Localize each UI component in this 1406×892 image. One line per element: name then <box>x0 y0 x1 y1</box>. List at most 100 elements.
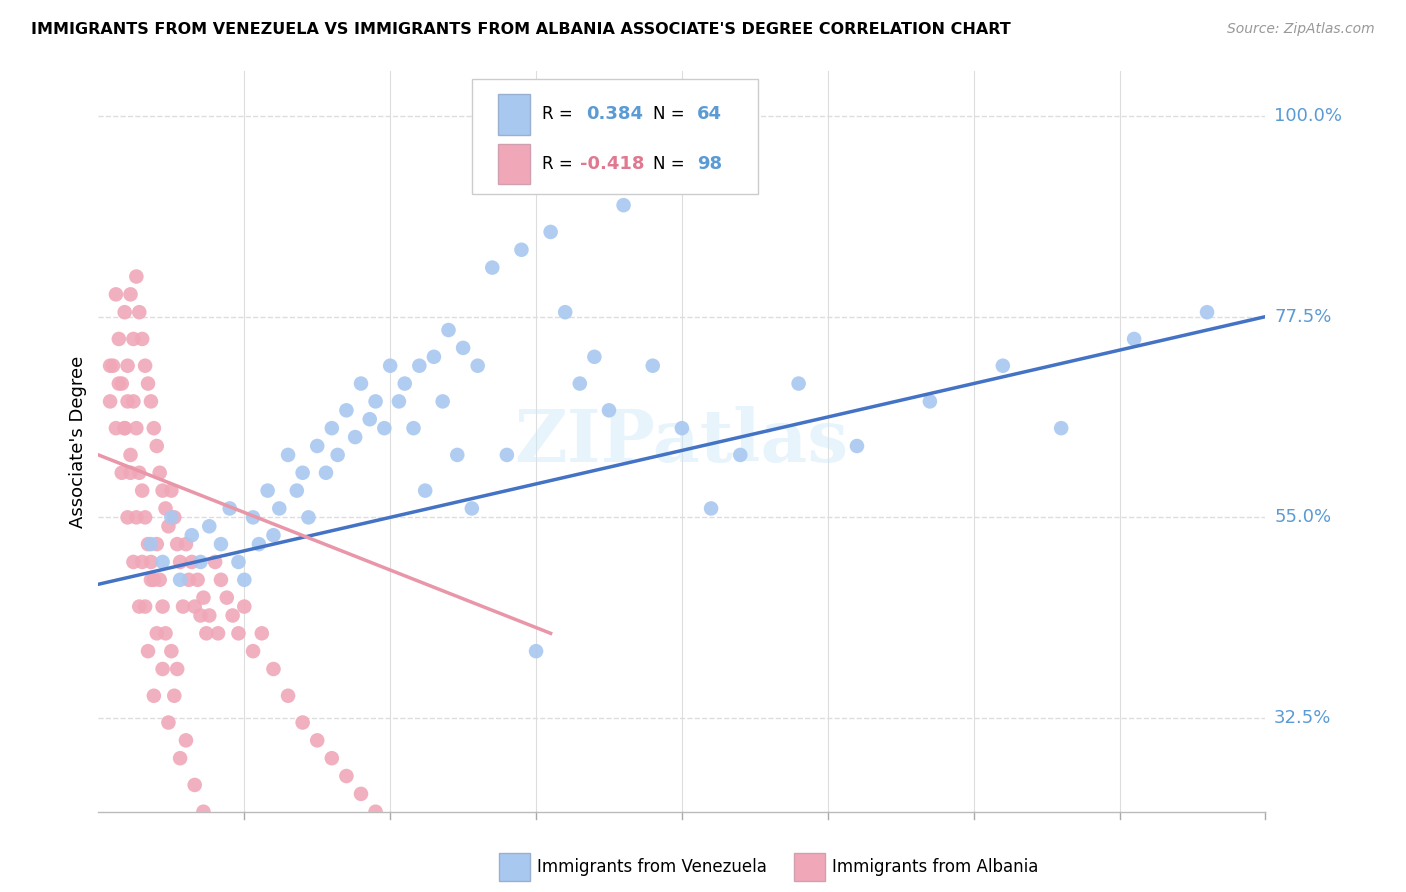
Point <box>388 394 411 409</box>
Point <box>641 359 664 373</box>
Point <box>598 403 620 417</box>
Point <box>297 510 319 524</box>
Point <box>326 448 349 462</box>
Point <box>209 573 232 587</box>
Point <box>437 867 460 881</box>
Point <box>142 421 165 435</box>
Point <box>155 626 177 640</box>
Point <box>350 376 373 391</box>
Point <box>114 421 136 435</box>
Point <box>918 394 941 409</box>
Point <box>108 332 131 346</box>
Text: N =: N = <box>652 105 689 123</box>
Point <box>568 376 591 391</box>
Point <box>432 394 454 409</box>
Text: Immigrants from Albania: Immigrants from Albania <box>832 858 1039 876</box>
Point <box>510 243 533 257</box>
Point <box>101 359 124 373</box>
Point <box>228 555 250 569</box>
Point <box>174 537 197 551</box>
Point <box>120 466 142 480</box>
Point <box>120 287 142 301</box>
Point <box>139 555 162 569</box>
Point <box>335 403 357 417</box>
Text: -0.418: -0.418 <box>581 155 645 173</box>
Point <box>524 644 547 658</box>
Text: R =: R = <box>541 155 578 173</box>
Point <box>380 822 402 837</box>
Point <box>142 689 165 703</box>
Text: IMMIGRANTS FROM VENEZUELA VS IMMIGRANTS FROM ALBANIA ASSOCIATE'S DEGREE CORRELAT: IMMIGRANTS FROM VENEZUELA VS IMMIGRANTS … <box>31 22 1011 37</box>
Point <box>190 555 212 569</box>
Text: 55.0%: 55.0% <box>1274 508 1331 526</box>
Point <box>461 501 484 516</box>
Point <box>467 359 489 373</box>
Point <box>177 573 200 587</box>
Point <box>190 608 212 623</box>
Point <box>128 599 150 614</box>
Point <box>269 501 291 516</box>
Point <box>122 332 145 346</box>
Point <box>204 555 226 569</box>
Point <box>233 599 256 614</box>
Point <box>139 537 162 551</box>
Point <box>120 448 142 462</box>
Text: 98: 98 <box>697 155 723 173</box>
Point <box>98 394 121 409</box>
Point <box>344 430 367 444</box>
Point <box>131 483 153 498</box>
Point <box>787 376 810 391</box>
Point <box>125 269 148 284</box>
Point <box>540 225 562 239</box>
Point <box>359 412 381 426</box>
Point <box>149 466 172 480</box>
Point <box>152 483 174 498</box>
Point <box>139 394 162 409</box>
Point <box>671 421 693 435</box>
Point <box>198 608 221 623</box>
FancyBboxPatch shape <box>498 94 530 135</box>
Point <box>291 466 314 480</box>
FancyBboxPatch shape <box>472 78 758 194</box>
Point <box>160 510 183 524</box>
Point <box>408 840 430 855</box>
Point <box>408 359 430 373</box>
Point <box>262 662 284 676</box>
Point <box>1123 332 1146 346</box>
Point <box>846 439 869 453</box>
Point <box>193 805 215 819</box>
Point <box>277 448 299 462</box>
Text: 100.0%: 100.0% <box>1274 107 1343 125</box>
Point <box>149 573 172 587</box>
Point <box>204 822 226 837</box>
Point <box>195 626 218 640</box>
Point <box>315 466 337 480</box>
Point <box>131 555 153 569</box>
Point <box>437 323 460 337</box>
Point <box>242 510 264 524</box>
Point <box>380 359 402 373</box>
Point <box>250 626 273 640</box>
Point <box>134 599 156 614</box>
Point <box>117 510 139 524</box>
Point <box>117 394 139 409</box>
Point <box>1195 305 1218 319</box>
Point <box>446 448 468 462</box>
Point <box>221 608 243 623</box>
Point <box>481 260 503 275</box>
Point <box>114 305 136 319</box>
Point <box>183 778 205 792</box>
Point <box>256 483 278 498</box>
Point <box>321 421 343 435</box>
Point <box>152 555 174 569</box>
Point <box>174 733 197 747</box>
Point <box>364 805 387 819</box>
Point <box>583 350 606 364</box>
Point <box>146 626 169 640</box>
Point <box>172 599 194 614</box>
Point <box>131 332 153 346</box>
Point <box>394 376 416 391</box>
Point <box>991 359 1014 373</box>
Point <box>160 644 183 658</box>
Point <box>700 501 723 516</box>
